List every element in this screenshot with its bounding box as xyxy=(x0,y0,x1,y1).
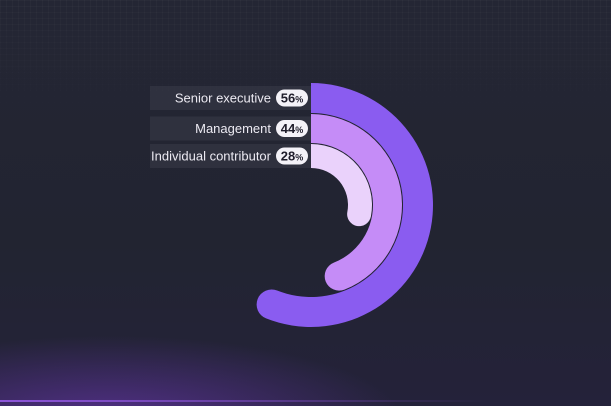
value-pill-senior-executive xyxy=(276,89,308,107)
value-pill-management xyxy=(276,120,308,137)
arc-individual-contributor xyxy=(311,144,372,227)
accent-line xyxy=(0,400,611,402)
category-label-individual-contributor: Individual contributor xyxy=(151,149,272,164)
arc-senior-executive xyxy=(256,83,433,328)
value-label-individual-contributor: 28% xyxy=(281,149,303,164)
value-label-senior-executive: 56% xyxy=(281,91,303,106)
category-label-senior-executive: Senior executive xyxy=(175,91,271,106)
value-label-management: 44% xyxy=(281,121,303,136)
value-pill-individual-contributor xyxy=(276,147,308,165)
arc-management xyxy=(311,114,403,291)
category-label-management: Management xyxy=(195,121,271,136)
